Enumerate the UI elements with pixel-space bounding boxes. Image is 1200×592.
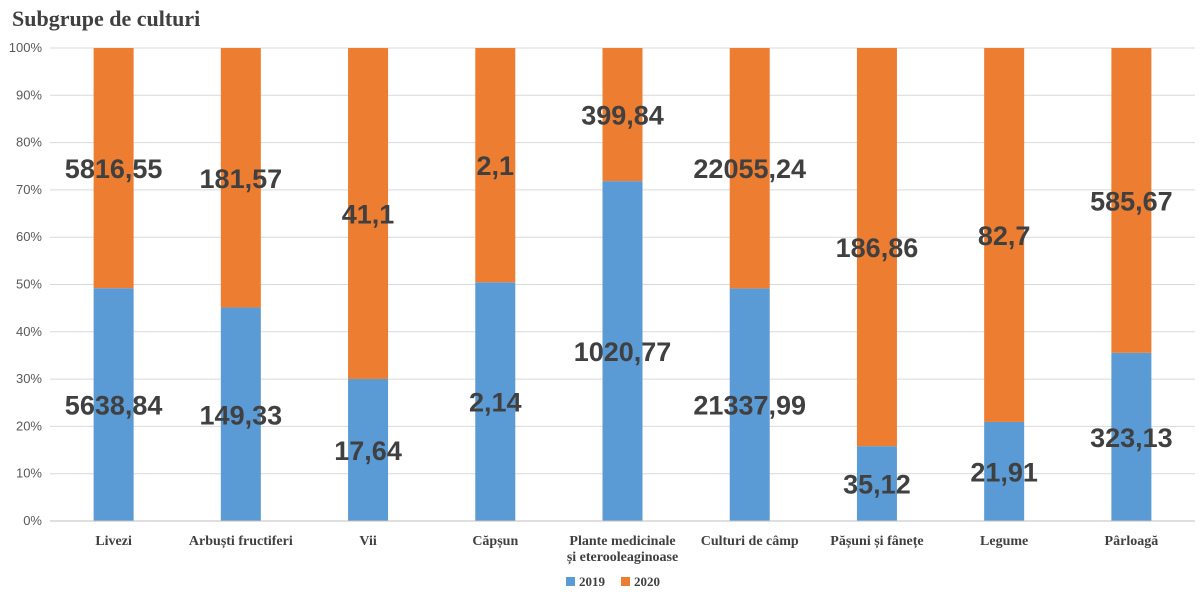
bar-2019 — [1111, 352, 1152, 521]
y-tick-label: 0% — [23, 513, 42, 528]
legend-swatch-2019 — [566, 577, 575, 586]
x-category-label: Plante medicinale — [569, 534, 675, 549]
legend-label-2019: 2019 — [579, 574, 606, 589]
data-label-2019: 21337,99 — [693, 391, 806, 421]
x-category-label: și eterooleaginoase — [567, 550, 678, 565]
data-label-2020: 22055,24 — [693, 154, 806, 184]
bar-2019 — [220, 307, 261, 521]
y-tick-label: 90% — [16, 87, 42, 102]
bar-2019 — [984, 421, 1025, 521]
x-category-label: Culturi de câmp — [701, 534, 799, 549]
bar-2020 — [984, 48, 1025, 422]
bar-2019 — [602, 181, 643, 521]
data-label-2019: 17,64 — [334, 436, 402, 466]
x-category-label: Legume — [980, 534, 1028, 549]
bar-2020 — [220, 48, 261, 308]
x-category-label: Pârloagă — [1105, 534, 1159, 549]
y-tick-label: 50% — [16, 277, 42, 292]
data-label-2020: 181,57 — [200, 164, 283, 194]
y-tick-label: 80% — [16, 135, 42, 150]
data-label-2020: 186,86 — [836, 233, 919, 263]
y-tick-label: 100% — [9, 40, 43, 55]
x-category-label: Vii — [359, 534, 376, 549]
bar-2019 — [93, 288, 134, 521]
bar-2020 — [856, 48, 897, 447]
data-label-2020: 2,1 — [477, 151, 515, 181]
bar-2020 — [729, 48, 770, 289]
bar-2020 — [475, 48, 516, 283]
data-label-2019: 5638,84 — [65, 391, 163, 421]
bar-2020 — [93, 48, 134, 289]
data-label-2019: 35,12 — [843, 470, 911, 500]
data-label-2019: 323,13 — [1090, 423, 1173, 453]
legend-swatch-2020 — [621, 577, 630, 586]
data-label-2019: 21,91 — [970, 457, 1038, 487]
data-label-2020: 41,1 — [342, 199, 395, 229]
y-tick-label: 10% — [16, 466, 42, 481]
x-category-label: Căpșun — [472, 534, 518, 549]
data-label-2019: 1020,77 — [574, 337, 672, 367]
data-label-2020: 585,67 — [1090, 186, 1173, 216]
y-tick-label: 60% — [16, 229, 42, 244]
legend-label-2020: 2020 — [634, 574, 660, 589]
y-tick-label: 70% — [16, 182, 42, 197]
x-category-label: Livezi — [95, 534, 132, 549]
chart-title: Subgrupe de culturi — [12, 6, 201, 31]
data-label-2019: 149,33 — [200, 400, 283, 430]
bar-2020 — [348, 48, 389, 379]
bar-2019 — [348, 378, 389, 521]
data-label-2019: 2,14 — [469, 388, 522, 418]
data-label-2020: 399,84 — [581, 101, 664, 131]
y-tick-label: 30% — [16, 371, 42, 386]
data-label-2020: 82,7 — [978, 221, 1031, 251]
bar-2020 — [602, 48, 643, 182]
y-tick-label: 40% — [16, 324, 42, 339]
x-category-label: Arbuști fructiferi — [189, 534, 293, 549]
y-tick-label: 20% — [16, 418, 42, 433]
bar-2019 — [729, 288, 770, 521]
data-label-2020: 5816,55 — [65, 154, 163, 184]
bar-2019 — [856, 446, 897, 521]
bar-2020 — [1111, 48, 1152, 353]
bar-2019 — [475, 282, 516, 521]
x-category-label: Pășuni și fânețe — [830, 534, 923, 549]
